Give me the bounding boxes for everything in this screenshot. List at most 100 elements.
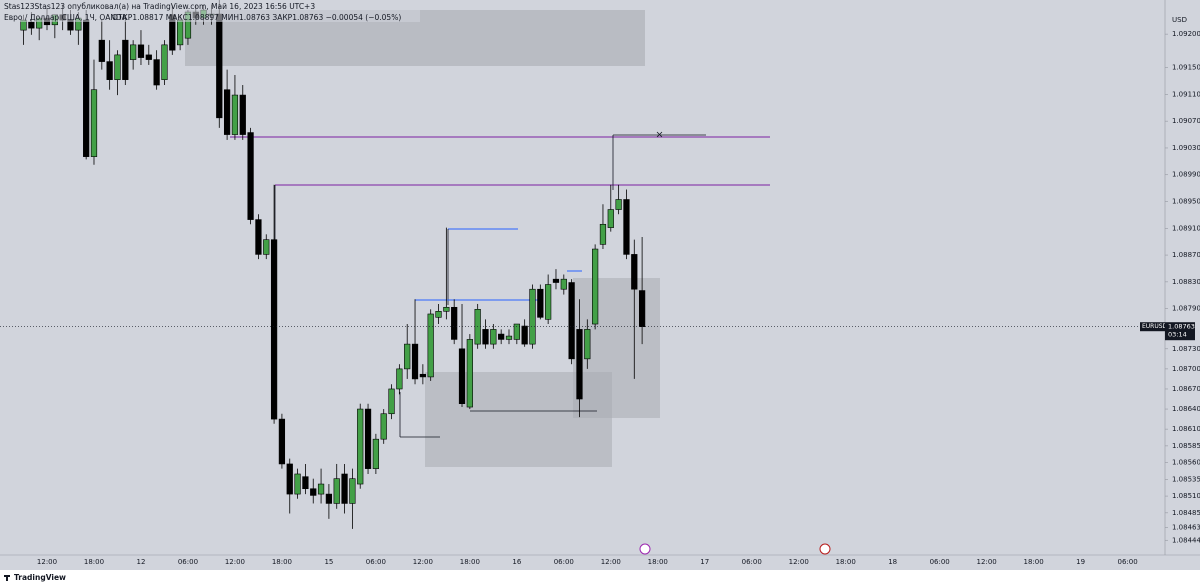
candle-body <box>325 493 333 504</box>
x-tick-label: 18 <box>888 558 897 566</box>
candle-body <box>482 329 489 345</box>
candles <box>20 0 646 529</box>
marker-x <box>656 131 663 138</box>
y-tick-label: 1.09030 <box>1172 144 1200 152</box>
candle-body <box>90 89 98 157</box>
y-tick-label: 1.08910 <box>1172 224 1200 232</box>
y-tick-label: 1.09070 <box>1172 117 1200 125</box>
price-scale <box>1165 0 1200 555</box>
drawings <box>185 10 831 555</box>
candle-body <box>380 413 387 440</box>
candle-body <box>286 463 293 495</box>
candle-body <box>98 39 105 62</box>
y-tick-label: 1.08790 <box>1172 305 1200 313</box>
x-tick-label: 06:00 <box>930 558 950 566</box>
candle-body <box>231 94 239 135</box>
y-tick-label: 1.08670 <box>1172 385 1200 393</box>
x-tick-label: 16 <box>512 558 521 566</box>
time-scale <box>0 555 1200 570</box>
event-icon[interactable] <box>639 543 651 555</box>
candle-body <box>607 209 614 228</box>
plot-background <box>0 0 1165 555</box>
candle-body <box>599 223 607 245</box>
candle-body <box>106 61 113 80</box>
last-price-label: 1.08763 <box>1168 323 1195 331</box>
candle-body <box>28 21 35 29</box>
candle-body <box>372 438 379 469</box>
x-tick-label: 18:00 <box>460 558 480 566</box>
candle-body <box>239 94 246 135</box>
candle-body <box>615 199 622 210</box>
symbol-label: EURUSD <box>1142 323 1168 330</box>
candle-body <box>458 348 466 404</box>
candle-body <box>333 478 340 504</box>
x-tick-label: 15 <box>324 558 333 566</box>
event-icon[interactable] <box>819 543 831 555</box>
candle-body <box>364 408 372 469</box>
x-tick-label: 19 <box>1076 558 1085 566</box>
candle-body <box>153 59 160 86</box>
y-tick-label: 1.08485 <box>1172 509 1200 517</box>
y-tick-label: 1.09200 <box>1172 30 1200 38</box>
candle-body <box>592 248 599 325</box>
y-tick-label: 1.08990 <box>1172 171 1200 179</box>
y-tick-label: 1.08535 <box>1172 475 1200 483</box>
chart-subtitle: ОТКР1.08817 МАКС1.08897 МИН1.08763 ЗАКР1… <box>112 13 401 22</box>
candle-body <box>388 388 395 415</box>
y-tick-label: 1.09150 <box>1172 64 1200 72</box>
candle-body <box>443 306 450 312</box>
candle-body <box>427 313 434 378</box>
candle-body <box>560 278 567 290</box>
symbol-tag <box>1140 322 1165 332</box>
candle-body <box>349 478 356 504</box>
candle-body <box>584 329 591 360</box>
currency-label: USD <box>1172 16 1187 24</box>
y-tick-label: 1.08610 <box>1172 425 1200 433</box>
x-tick-label: 12 <box>137 558 146 566</box>
candle-body <box>545 284 552 320</box>
candle-body <box>435 311 442 318</box>
y-tick-label: 1.08585 <box>1172 442 1200 450</box>
candle-body <box>568 282 575 360</box>
candle-body <box>270 239 278 420</box>
legend-background <box>0 0 420 22</box>
price-tag <box>1165 322 1195 341</box>
candle-body <box>341 473 348 504</box>
brand-logo <box>4 575 10 581</box>
candle-body <box>513 323 520 340</box>
candle-body <box>122 39 129 80</box>
candle-body <box>130 44 137 60</box>
x-tick-label: 12:00 <box>413 558 433 566</box>
candle-body <box>396 368 403 390</box>
candle-body <box>576 329 583 400</box>
candle-body <box>278 418 286 465</box>
x-tick-label: 06:00 <box>1118 558 1138 566</box>
x-tick-label: 12:00 <box>601 558 621 566</box>
y-tick-label: 1.09110 <box>1172 90 1200 98</box>
x-tick-label: 18:00 <box>272 558 292 566</box>
y-tick-label: 1.08444 <box>1172 536 1200 544</box>
candle-body <box>247 132 254 220</box>
candle-body <box>114 54 121 80</box>
candle-body <box>537 288 544 318</box>
footer <box>0 570 1200 587</box>
candle-body <box>411 343 419 380</box>
candle-body <box>177 19 184 46</box>
candle-body <box>83 19 90 157</box>
x-tick-label: 06:00 <box>366 558 386 566</box>
x-tick-label: 12:00 <box>977 558 997 566</box>
candle-body <box>490 329 497 345</box>
candle-body <box>466 339 473 408</box>
candle-body <box>137 44 145 58</box>
candle-body <box>623 199 630 255</box>
candle-body <box>552 278 560 283</box>
candle-body <box>294 473 301 495</box>
candle-body <box>145 54 152 60</box>
candle-body <box>223 89 231 135</box>
candle-body <box>404 343 411 370</box>
candle-body <box>255 219 262 255</box>
candle-body <box>302 476 309 490</box>
candle-body <box>638 290 646 328</box>
